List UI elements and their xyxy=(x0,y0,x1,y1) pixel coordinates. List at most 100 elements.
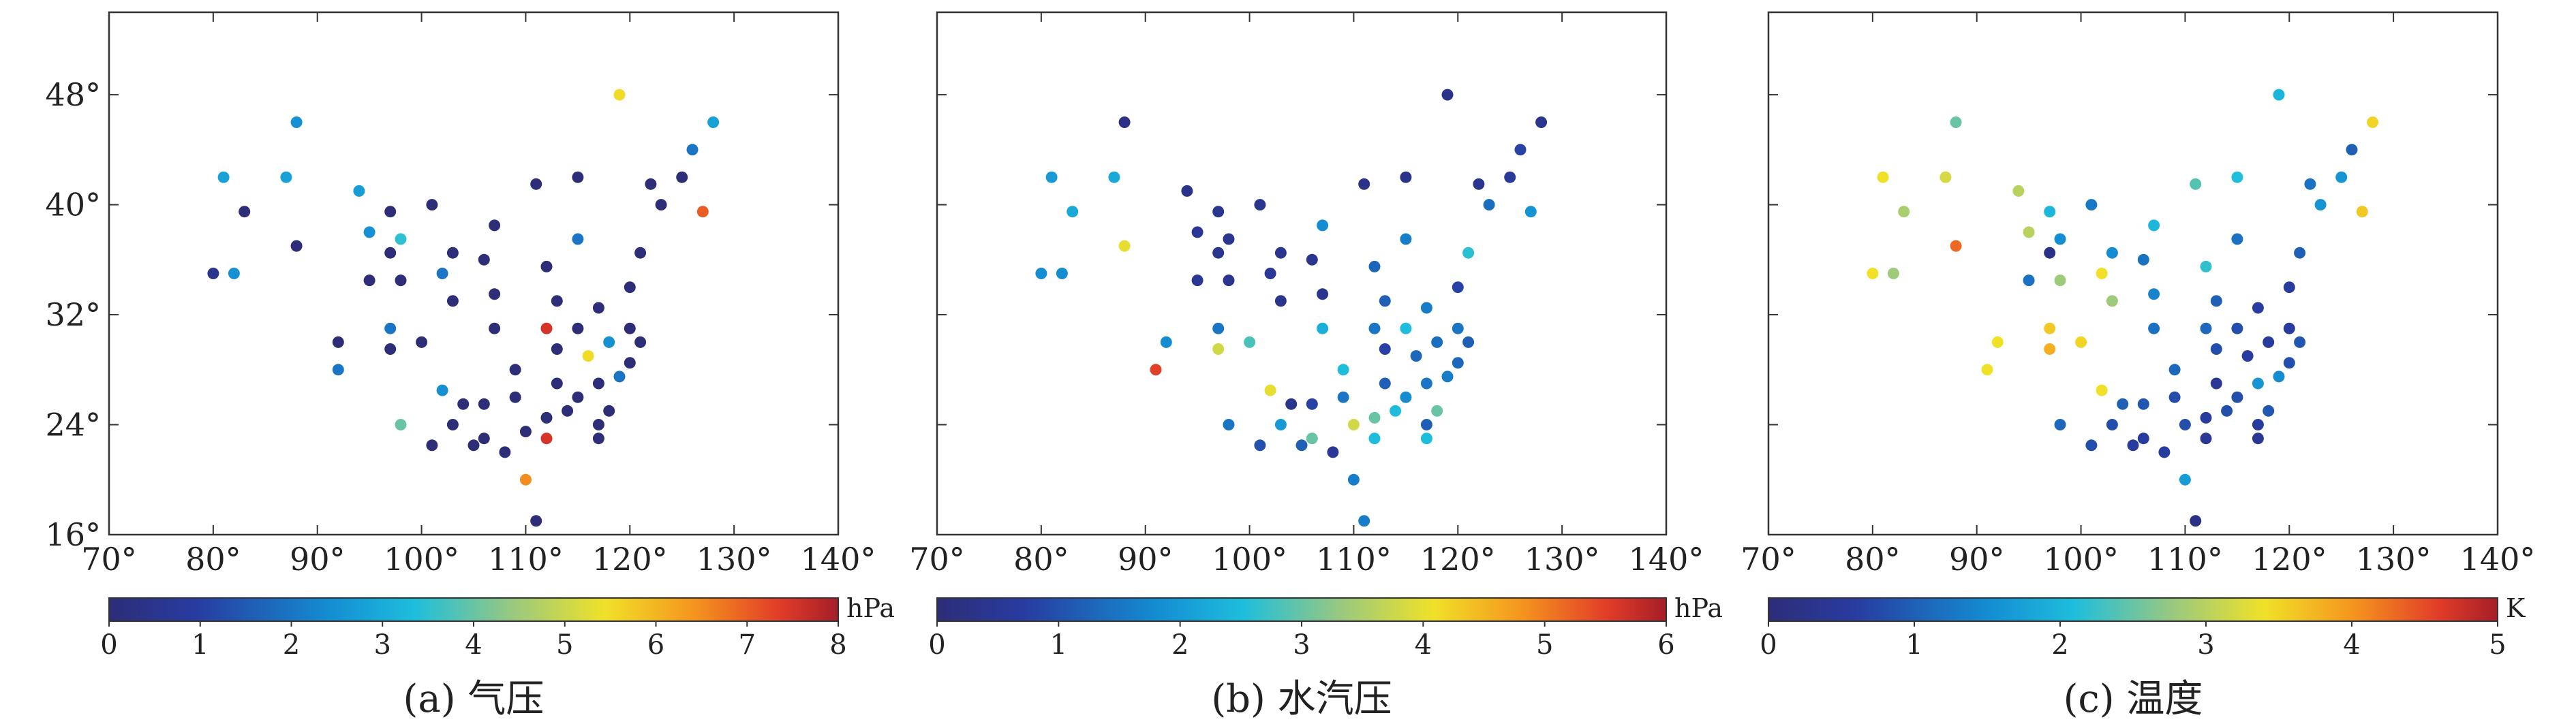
colorbar-tick-label: 5 xyxy=(2489,629,2506,661)
station-point xyxy=(2221,405,2233,417)
station-point xyxy=(1441,89,1454,101)
station-point xyxy=(686,144,699,156)
station-point xyxy=(540,411,553,424)
station-point xyxy=(353,185,365,197)
x-tick-label: 120° xyxy=(2252,541,2327,578)
station-point xyxy=(2137,398,2149,410)
station-point xyxy=(572,322,584,334)
station-point xyxy=(467,439,480,452)
station-point xyxy=(2054,274,2066,287)
station-point xyxy=(2148,219,2160,232)
station-point xyxy=(395,274,407,287)
station-point xyxy=(1254,439,1266,452)
station-point xyxy=(1035,268,1047,279)
station-point xyxy=(2367,116,2379,128)
station-point xyxy=(2252,302,2264,314)
station-point xyxy=(416,336,428,348)
station-point xyxy=(239,206,251,218)
station-point xyxy=(1181,185,1193,197)
station-point xyxy=(2294,247,2306,259)
x-tick-label: 90° xyxy=(1118,541,1174,578)
station-point xyxy=(446,419,459,430)
station-point xyxy=(1420,419,1432,430)
station-point xyxy=(655,199,667,211)
station-point xyxy=(551,295,563,307)
station-point xyxy=(290,116,303,128)
x-tick-label: 140° xyxy=(2460,541,2536,578)
station-point xyxy=(509,391,521,403)
colorbar-tick-label: 6 xyxy=(647,629,664,661)
station-point xyxy=(1420,377,1432,390)
station-point xyxy=(332,364,344,376)
x-tick-label: 70° xyxy=(1741,541,1796,578)
station-point xyxy=(1535,116,1548,128)
station-point xyxy=(2106,247,2118,259)
colorbar-tick-label: 8 xyxy=(829,629,846,661)
station-point xyxy=(645,178,657,190)
station-point xyxy=(1452,357,1464,369)
station-point xyxy=(1223,233,1235,245)
x-tick-label: 130° xyxy=(1524,541,1600,578)
panel-title: (a) 气压 xyxy=(403,677,545,721)
station-point xyxy=(2241,350,2254,362)
station-point xyxy=(603,336,615,348)
station-point xyxy=(363,226,375,238)
station-point xyxy=(2168,391,2181,403)
station-point xyxy=(2283,357,2295,369)
station-point xyxy=(603,405,615,417)
station-point xyxy=(446,295,459,307)
station-point xyxy=(332,336,344,348)
station-point xyxy=(499,446,511,458)
station-point xyxy=(2231,322,2243,334)
station-point xyxy=(2335,171,2348,183)
station-point xyxy=(1452,281,1464,294)
station-point xyxy=(2106,419,2118,430)
station-point xyxy=(436,268,448,279)
colorbar-tick-label: 5 xyxy=(1536,629,1553,661)
station-point xyxy=(1264,384,1276,396)
x-tick-label: 90° xyxy=(1949,541,2005,578)
station-point xyxy=(2304,178,2316,190)
station-point xyxy=(478,253,490,266)
station-point xyxy=(1473,178,1485,190)
y-tick-label: 16° xyxy=(45,516,101,553)
x-tick-label: 130° xyxy=(2356,541,2432,578)
colorbar-tick-label: 1 xyxy=(191,629,209,661)
station-point xyxy=(1285,398,1298,410)
station-point xyxy=(1867,268,1879,279)
y-tick-label: 40° xyxy=(45,187,101,223)
x-tick-label: 70° xyxy=(909,541,965,578)
x-tick-label: 110° xyxy=(1316,541,1392,578)
station-point xyxy=(1191,274,1203,287)
station-point xyxy=(280,171,292,183)
station-point xyxy=(2356,206,2368,218)
colorbar-tick-label: 7 xyxy=(739,629,756,661)
station-point xyxy=(572,171,584,183)
station-point xyxy=(384,343,397,355)
x-tick-label: 90° xyxy=(290,541,346,578)
station-point xyxy=(1431,405,1443,417)
station-point xyxy=(1317,322,1329,334)
station-point xyxy=(1400,322,1412,334)
station-point xyxy=(2190,178,2202,190)
panel-2: 70° 80° 90° 100° 110° 120° 130° 140° hPa 0 1 2 3 4 5 6 (… xyxy=(909,11,1723,721)
station-point xyxy=(2117,398,2129,410)
colorbar-tick-label: 0 xyxy=(100,629,117,661)
station-point xyxy=(1483,199,1495,211)
station-point xyxy=(2044,247,2056,259)
station-point xyxy=(1887,268,1899,279)
station-point xyxy=(1358,515,1370,527)
station-point xyxy=(1390,405,1402,417)
station-point xyxy=(1191,226,1203,238)
station-point xyxy=(1212,247,1225,259)
x-tick-label: 80° xyxy=(1845,541,1901,578)
x-tick-label: 80° xyxy=(185,541,241,578)
station-point xyxy=(2075,336,2087,348)
station-point xyxy=(1939,171,1952,183)
station-point xyxy=(634,247,647,259)
colorbar-tick-label: 4 xyxy=(1415,629,1432,661)
station-point xyxy=(1950,116,1962,128)
station-point xyxy=(1981,364,1993,376)
station-point xyxy=(1347,419,1360,430)
station-point xyxy=(489,322,501,334)
